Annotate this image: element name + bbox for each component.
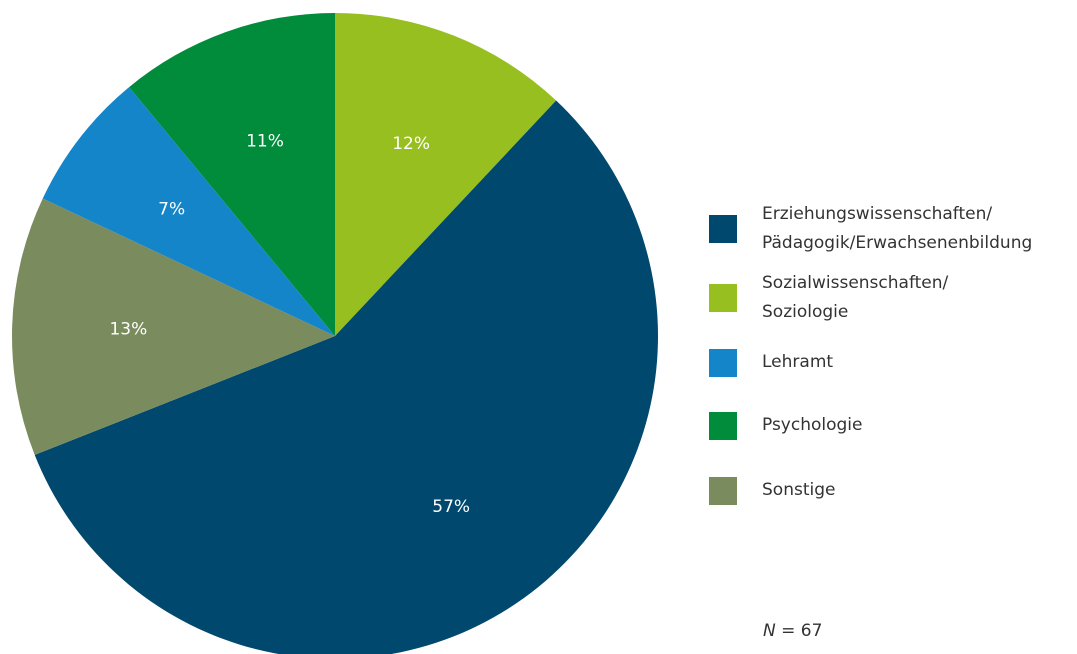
slice-label: 57% — [432, 497, 470, 517]
legend-swatch — [709, 476, 737, 505]
note: N = 67 — [763, 621, 822, 641]
legend-entry: Psychologie — [709, 411, 863, 440]
legend-entry: Sonstige — [709, 476, 835, 505]
legend-label: Psychologie — [762, 415, 863, 435]
legend-label: Sozialwissenschaften/ Soziologie — [762, 273, 949, 322]
slice — [12, 198, 336, 455]
legend-swatch — [709, 411, 737, 440]
legend-entry: Erziehungswissenschaften/ Pädagogik/Erwa… — [709, 200, 1032, 258]
slice-label: 7% — [158, 199, 185, 219]
slice — [34, 100, 658, 654]
slice-label: 13% — [109, 320, 147, 340]
slice-label: 11% — [246, 132, 284, 152]
legend-swatch — [709, 348, 737, 377]
legend-label: Sonstige — [762, 480, 836, 500]
slice-label: 12% — [392, 134, 430, 154]
note-text: = 67 — [775, 621, 823, 641]
legend-entry: Sozialwissenschaften/ Soziologie — [709, 269, 948, 327]
slice — [42, 87, 335, 336]
slice — [335, 13, 557, 336]
legend-label: Erziehungswissenschaften/ Pädagogik/Erwa… — [762, 204, 1033, 253]
legend-entry: Lehramt — [709, 348, 833, 377]
note-symbol: N — [763, 621, 776, 641]
slice — [129, 13, 335, 336]
legend-label: Lehramt — [762, 352, 834, 372]
legend-swatch — [709, 284, 737, 312]
legend-swatch — [709, 215, 737, 243]
